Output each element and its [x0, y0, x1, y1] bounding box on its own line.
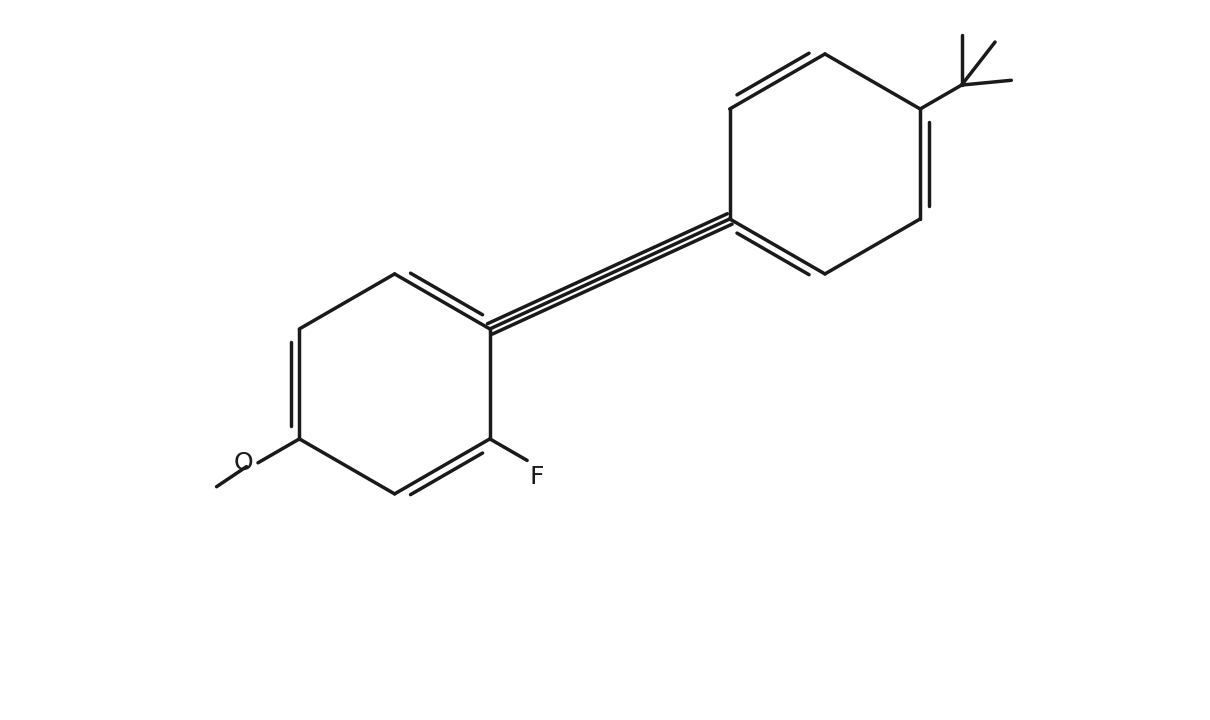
- Text: F: F: [530, 465, 544, 489]
- Text: O: O: [234, 451, 253, 474]
